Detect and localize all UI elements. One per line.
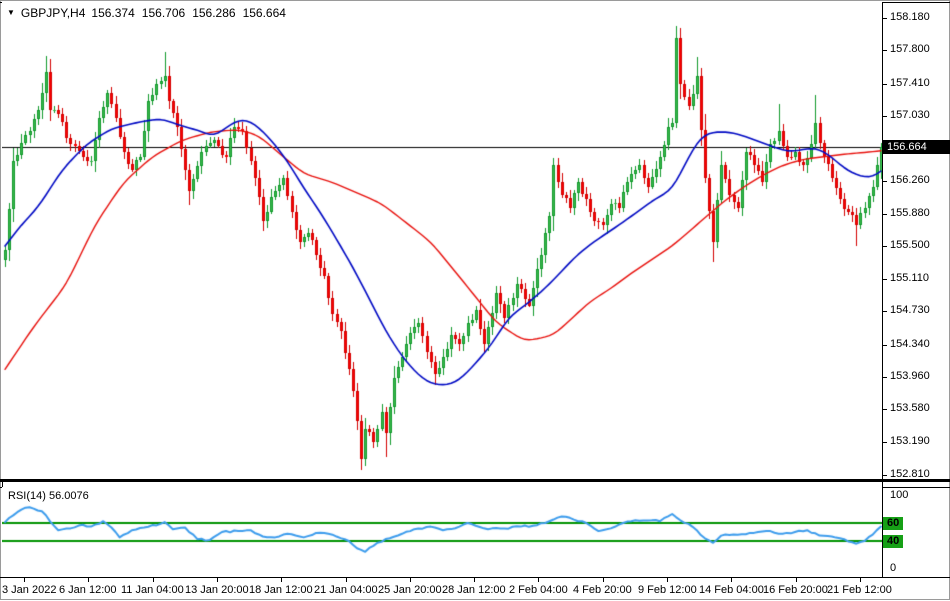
price-tick-label: 152.810 xyxy=(890,468,930,480)
price-tick-mark xyxy=(882,246,887,247)
price-axis[interactable]: 156.664 100 0 60 40 158.180 157.800 157.41… xyxy=(882,2,950,577)
time-label: 16 Feb 20:00 xyxy=(763,584,828,596)
symbol-dropdown-icon[interactable]: ▼ xyxy=(7,8,15,17)
price-tick-mark xyxy=(882,409,887,410)
rsi-indicator-chart[interactable] xyxy=(2,487,882,577)
ohlc-open: 156.374 xyxy=(91,6,135,20)
time-tick-mark xyxy=(88,578,89,582)
chart-header: ▼ GBPJPY,H4 156.374 156.706 156.286 156.… xyxy=(7,6,286,20)
ohlc-close: 156.664 xyxy=(242,6,286,20)
price-tick-mark xyxy=(882,116,887,117)
time-tick-mark xyxy=(474,578,475,582)
time-tick-mark xyxy=(153,578,154,582)
price-tick-label: 157.410 xyxy=(890,77,930,89)
time-axis[interactable]: 3 Jan 2022 6 Jan 12:00 11 Jan 04:00 13 Jan … xyxy=(0,577,950,601)
main-price-chart[interactable] xyxy=(2,2,882,479)
rsi-level-40-badge: 40 xyxy=(883,535,904,548)
time-label: 11 Jan 04:00 xyxy=(121,584,184,596)
price-tick-label: 158.180 xyxy=(890,11,930,23)
price-tick-mark xyxy=(882,50,887,51)
time-label: 14 Feb 04:00 xyxy=(699,584,764,596)
symbol-period-label: GBPJPY,H4 xyxy=(20,6,86,20)
price-tick-label: 153.190 xyxy=(890,435,930,447)
price-tick-mark xyxy=(882,311,887,312)
time-tick-mark xyxy=(603,578,604,582)
rsi-label: RSI(14) 56.0076 xyxy=(8,490,89,502)
time-label: 21 Jan 04:00 xyxy=(314,584,378,596)
price-tick-label: 153.960 xyxy=(890,370,930,382)
rsi-axis-100: 100 xyxy=(890,489,909,501)
price-tick-label: 155.500 xyxy=(890,239,930,251)
time-label: 9 Feb 12:00 xyxy=(638,584,697,596)
price-tick-mark xyxy=(882,475,887,476)
time-tick-mark xyxy=(860,578,861,582)
price-tick-label: 157.800 xyxy=(890,43,930,55)
price-tick-mark xyxy=(882,181,887,182)
time-tick-mark xyxy=(281,578,282,582)
time-label: 21 Feb 12:00 xyxy=(827,584,892,596)
price-tick-label: 155.110 xyxy=(890,272,929,284)
price-tick-mark xyxy=(882,442,887,443)
time-tick-mark xyxy=(410,578,411,582)
price-tick-mark xyxy=(882,377,887,378)
pane-separator-handle[interactable] xyxy=(0,479,950,482)
price-tick-mark xyxy=(882,279,887,280)
time-tick-mark xyxy=(24,578,25,582)
time-tick-mark xyxy=(538,578,539,582)
rsi-axis-0: 0 xyxy=(890,562,897,574)
time-tick-mark xyxy=(346,578,347,582)
time-label: 25 Jan 20:00 xyxy=(378,584,442,596)
time-label: 13 Jan 20:00 xyxy=(185,584,249,596)
time-tick-mark xyxy=(731,578,732,582)
price-tick-label: 154.730 xyxy=(890,304,930,316)
price-tick-label: 154.340 xyxy=(890,338,930,350)
price-axis-border xyxy=(882,2,883,577)
time-label: 6 Jan 12:00 xyxy=(59,584,117,596)
price-tick-label: 157.030 xyxy=(890,109,930,121)
time-tick-mark xyxy=(667,578,668,582)
rsi-level-60-badge: 60 xyxy=(883,517,904,530)
time-label: 3 Jan 2022 xyxy=(2,584,57,596)
ohlc-low: 156.286 xyxy=(192,6,236,20)
ohlc-high: 156.706 xyxy=(141,6,186,20)
price-tick-mark xyxy=(882,214,887,215)
current-price-badge: 156.664 xyxy=(883,140,950,154)
time-label: 2 Feb 04:00 xyxy=(509,584,568,596)
time-label: 18 Jan 12:00 xyxy=(249,584,313,596)
price-tick-label: 156.260 xyxy=(890,174,930,186)
price-tick-label: 153.580 xyxy=(890,402,930,414)
time-label: 4 Feb 20:00 xyxy=(573,584,632,596)
price-tick-mark xyxy=(882,18,887,19)
time-label: 28 Jan 12:00 xyxy=(442,584,506,596)
price-tick-mark xyxy=(882,84,887,85)
time-tick-mark xyxy=(796,578,797,582)
price-tick-mark xyxy=(882,345,887,346)
price-tick-label: 155.880 xyxy=(890,207,930,219)
time-tick-mark xyxy=(217,578,218,582)
